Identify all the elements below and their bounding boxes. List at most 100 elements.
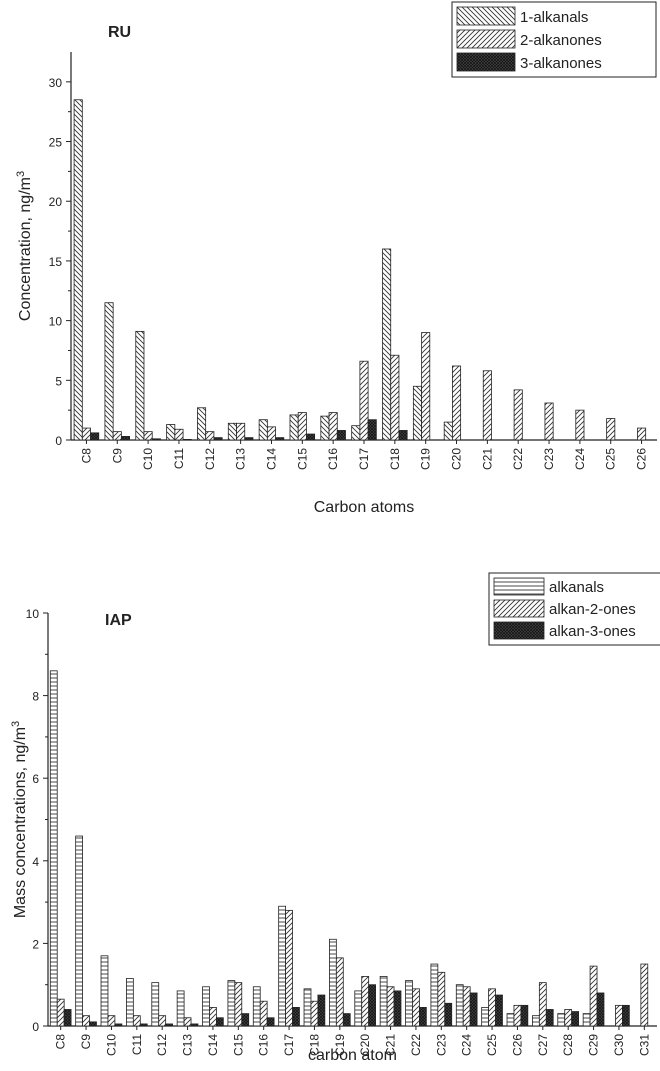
bar <box>640 963 649 1027</box>
bar <box>455 984 464 1027</box>
bar <box>398 430 408 441</box>
bar <box>285 909 293 1027</box>
bar <box>306 433 316 441</box>
bar <box>234 982 243 1027</box>
bar <box>258 419 268 441</box>
bar <box>361 976 370 1027</box>
bar <box>557 1013 566 1027</box>
bar <box>266 426 276 441</box>
y-tick-label: 10 <box>26 607 40 621</box>
bar <box>412 988 420 1027</box>
y-tick-label: 30 <box>49 76 63 90</box>
chart-panel-iap: 0 2 4 6 8 10 C8 C9 C10 C11 C12 C13 C14 C15 C16 C17 C18 C1… <box>10 572 660 1064</box>
bar <box>90 432 100 441</box>
x-tick-label: C12 <box>203 448 217 470</box>
bar <box>73 99 83 441</box>
bar <box>368 984 376 1027</box>
bar <box>532 1015 540 1027</box>
bar <box>227 980 236 1027</box>
x-tick-label: C10 <box>104 1034 118 1056</box>
bar <box>197 407 207 441</box>
bar <box>538 982 547 1027</box>
bar <box>419 1007 427 1027</box>
bar <box>575 409 585 441</box>
y-tick-label: 10 <box>49 315 63 329</box>
bar <box>165 1023 173 1027</box>
bar <box>359 360 369 441</box>
bar <box>100 955 109 1027</box>
bar <box>56 998 65 1027</box>
x-tick-label: C23 <box>434 1034 448 1056</box>
bar <box>143 431 153 441</box>
bar <box>430 963 439 1027</box>
x-tick-label: C21 <box>384 1034 398 1056</box>
x-tick-label: C13 <box>181 1034 195 1056</box>
bar <box>437 971 446 1027</box>
bar <box>202 986 210 1027</box>
bar <box>216 1017 224 1027</box>
bar <box>166 424 176 441</box>
bar <box>266 1017 275 1027</box>
legend-swatch <box>456 29 516 49</box>
x-tick-label: C28 <box>561 1034 575 1056</box>
x-tick-label: C9 <box>79 1034 93 1050</box>
x-tick-label: C24 <box>460 1034 474 1056</box>
bar <box>545 1009 554 1027</box>
bar <box>482 370 492 441</box>
bar <box>112 431 122 441</box>
bar <box>393 990 402 1027</box>
bar <box>506 1013 515 1027</box>
x-tick-label: C22 <box>511 448 525 470</box>
bar <box>520 1004 529 1027</box>
y-tick-label: 25 <box>49 136 63 150</box>
bar <box>571 1011 579 1027</box>
x-tick-label: C18 <box>307 1034 321 1056</box>
bar <box>320 415 330 441</box>
bar <box>444 1002 453 1027</box>
legend-swatch <box>456 52 516 72</box>
bar <box>182 439 192 441</box>
bar <box>289 414 299 441</box>
bar <box>328 412 338 441</box>
bar <box>582 1013 591 1027</box>
legend-swatch <box>493 577 545 596</box>
bar <box>336 430 346 441</box>
y-tick-label: 5 <box>55 374 62 388</box>
y-tick-label: 0 <box>55 434 62 448</box>
x-tick-label: C24 <box>573 448 587 470</box>
x-tick-label: C14 <box>264 448 278 470</box>
bar <box>589 965 598 1027</box>
x-tick-label: C21 <box>480 448 494 470</box>
bar <box>452 365 462 441</box>
x-tick-label: C15 <box>231 1034 245 1056</box>
x-tick-label: C16 <box>326 448 340 470</box>
chart-title: RU <box>108 24 131 41</box>
bar <box>275 437 285 441</box>
x-tick-label: C30 <box>612 1034 626 1056</box>
bar <box>544 402 554 441</box>
bar <box>462 986 471 1027</box>
legend-label: alkanals <box>549 579 604 596</box>
bar <box>205 431 215 441</box>
y-tick-label: 0 <box>32 1020 39 1034</box>
x-tick-label: C22 <box>409 1034 423 1056</box>
legend-label: 2-alkanones <box>520 32 602 49</box>
bar <box>379 976 388 1027</box>
x-tick-label: C26 <box>510 1034 524 1056</box>
y-axis-title: Concentration, ng/m3 <box>15 171 34 321</box>
x-tick-label: C25 <box>604 448 618 470</box>
bar <box>367 419 377 441</box>
x-tick-label: C19 <box>333 1034 347 1056</box>
bar <box>89 1021 97 1027</box>
bar <box>252 986 261 1027</box>
bar <box>469 992 478 1027</box>
x-tick-label: C17 <box>357 448 371 470</box>
bar <box>443 421 453 441</box>
x-tick-label: C29 <box>587 1034 601 1056</box>
y-tick-label: 4 <box>32 855 39 869</box>
bar <box>236 422 246 441</box>
legend-swatch <box>456 6 516 26</box>
bar <box>120 436 130 441</box>
